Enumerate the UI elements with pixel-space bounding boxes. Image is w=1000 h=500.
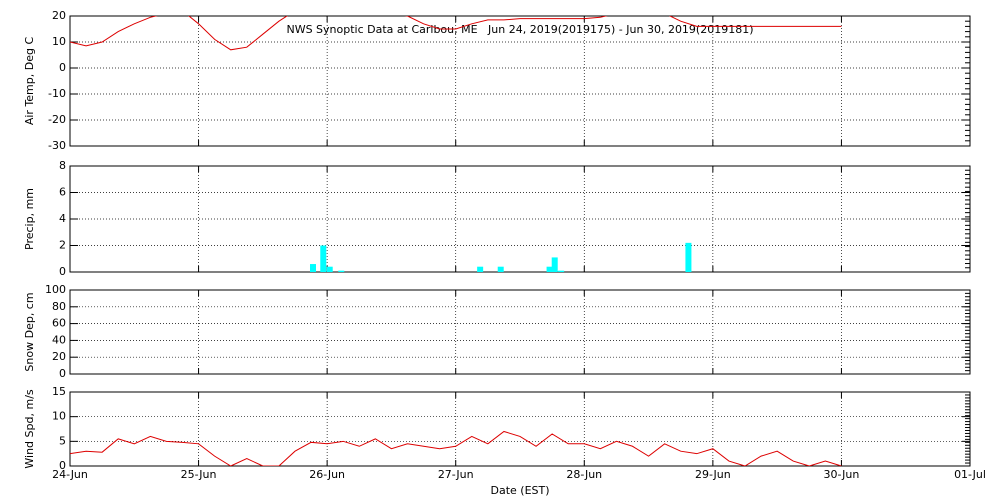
bar [685, 242, 692, 272]
y-tick-label: -30 [48, 139, 66, 152]
x-tick-label: 26-Jun [309, 468, 345, 481]
y-tick-label: -10 [48, 87, 66, 100]
y-axis-label: Wind Spd, m/s [23, 389, 36, 469]
y-tick-label: 0 [59, 367, 66, 380]
y-tick-label: 0 [59, 265, 66, 278]
bar [320, 245, 327, 272]
x-tick-label: 25-Jun [181, 468, 217, 481]
y-tick-label: 20 [52, 9, 66, 22]
y-tick-label: 100 [45, 283, 66, 296]
plot-frame [69, 165, 971, 273]
x-tick-label: 01-Jul [954, 468, 986, 481]
bar [310, 264, 316, 272]
y-tick-label: 10 [52, 35, 66, 48]
bar [338, 270, 345, 272]
plot-frame [69, 15, 971, 147]
y-tick-label: 15 [52, 385, 66, 398]
y-tick-label: 6 [59, 186, 66, 199]
y-tick-label: 60 [52, 317, 66, 330]
y-tick-label: 2 [59, 239, 66, 252]
data-line [70, 16, 842, 51]
y-axis-label: Precip, mm [23, 188, 36, 250]
bar [546, 266, 553, 272]
data-line [70, 430, 842, 466]
x-tick-label: 30-Jun [824, 468, 860, 481]
y-tick-label: 20 [52, 350, 66, 363]
bar [558, 270, 565, 272]
y-tick-label: 40 [52, 333, 66, 346]
y-tick-label: 4 [59, 212, 66, 225]
plot-frame [69, 289, 971, 375]
plot-area [70, 16, 842, 51]
y-tick-label: 0 [59, 61, 66, 74]
y-tick-label: 80 [52, 300, 66, 313]
y-axis-label: Snow Dep, cm [23, 292, 36, 371]
y-axis-label: Air Temp, Deg C [23, 37, 36, 126]
y-tick-label: 8 [59, 159, 66, 172]
bar [497, 266, 504, 272]
y-tick-label: 5 [59, 434, 66, 447]
plot-frame [69, 391, 971, 467]
x-tick-label: 27-Jun [438, 468, 474, 481]
y-tick-label: 0 [59, 459, 66, 472]
bar [326, 266, 333, 272]
bar [477, 266, 484, 272]
x-tick-label: 28-Jun [566, 468, 602, 481]
y-tick-label: -20 [48, 113, 66, 126]
chart-title: NWS Synoptic Data at Caribou, ME Jun 24,… [286, 23, 753, 36]
y-tick-label: 10 [52, 410, 66, 423]
x-tick-label: 29-Jun [695, 468, 731, 481]
plot-area [310, 242, 692, 272]
plot-area [70, 430, 842, 466]
bar [551, 257, 558, 272]
x-tick-label: 24-Jun [52, 468, 88, 481]
x-axis-label: Date (EST) [490, 484, 549, 497]
